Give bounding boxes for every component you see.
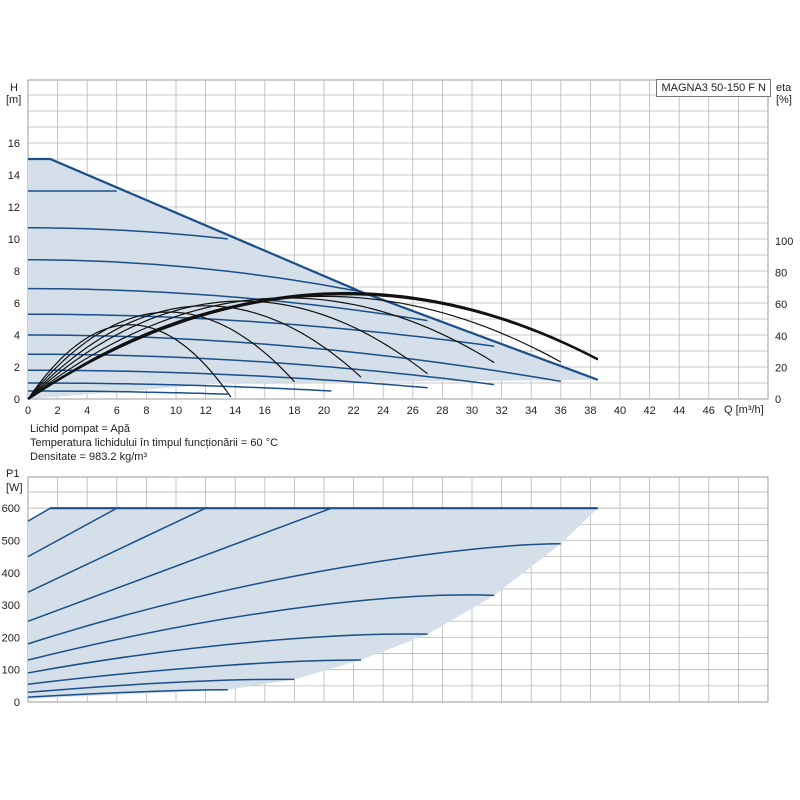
head-curve-4 bbox=[28, 287, 428, 322]
x-tick-24: 24 bbox=[377, 405, 389, 417]
head-curve-7 bbox=[28, 353, 495, 386]
eta-tick-80: 80 bbox=[775, 268, 787, 280]
h-tick-14: 14 bbox=[8, 170, 20, 182]
x-tick-30: 30 bbox=[466, 405, 478, 417]
power-curve-7 bbox=[27, 633, 428, 674]
head-curve-3 bbox=[28, 259, 362, 293]
p-tick-200: 200 bbox=[2, 632, 20, 644]
x-tick-22: 22 bbox=[347, 405, 359, 417]
power-curves bbox=[27, 507, 598, 698]
eta-tick-20: 20 bbox=[775, 362, 787, 374]
x-tick-36: 36 bbox=[555, 405, 567, 417]
head-curve-2 bbox=[28, 227, 228, 240]
x-tick-6: 6 bbox=[114, 405, 120, 417]
x-tick-14: 14 bbox=[229, 405, 241, 417]
power-curve-4 bbox=[27, 507, 332, 623]
power-curve-8 bbox=[27, 659, 362, 685]
p-tick-0: 0 bbox=[14, 697, 20, 709]
eta-axis-unit: [%] bbox=[776, 94, 792, 106]
x-tick-0: 0 bbox=[25, 405, 31, 417]
x-tick-42: 42 bbox=[643, 405, 655, 417]
x-tick-4: 4 bbox=[84, 405, 90, 417]
x-tick-44: 44 bbox=[673, 405, 685, 417]
p-tick-400: 400 bbox=[2, 568, 20, 580]
h-tick-2: 2 bbox=[14, 362, 20, 374]
efficiency-curve-2 bbox=[27, 311, 295, 400]
head-curve-5 bbox=[28, 313, 495, 347]
liquid-note: Lichid pompat = Apă bbox=[30, 423, 130, 435]
h-tick-0: 0 bbox=[14, 394, 20, 406]
head-curve-9 bbox=[28, 382, 332, 392]
power-curve-10 bbox=[27, 688, 228, 698]
efficiency-curve-1 bbox=[27, 324, 232, 400]
power-curve-9 bbox=[27, 678, 295, 694]
x-tick-46: 46 bbox=[703, 405, 715, 417]
x-tick-16: 16 bbox=[259, 405, 271, 417]
head-axis-label: H bbox=[10, 82, 18, 94]
h-tick-12: 12 bbox=[8, 202, 20, 214]
h-tick-8: 8 bbox=[14, 266, 20, 278]
x-tick-26: 26 bbox=[407, 405, 419, 417]
head-curve-6 bbox=[28, 334, 561, 383]
eta-tick-60: 60 bbox=[775, 299, 787, 311]
head-max-curve bbox=[28, 157, 599, 381]
p-tick-600: 600 bbox=[2, 503, 20, 515]
temperature-note: Temperatura lichidului în timpul funcțio… bbox=[30, 437, 279, 449]
head-chart-ticks: 0 2 4 6 8 10 12 14 16 18 20 22 24 26 28 30 32 34 36 38 40 42 4… bbox=[8, 138, 794, 417]
flow-axis-label: Q [m³/h] bbox=[724, 404, 764, 416]
p-tick-500: 500 bbox=[2, 536, 20, 548]
power-chart-ticks: 0 100 200 300 400 500 600 bbox=[2, 503, 20, 709]
x-tick-28: 28 bbox=[436, 405, 448, 417]
eta-tick-0: 0 bbox=[775, 394, 781, 406]
power-axis-label: P1 bbox=[6, 468, 19, 480]
efficiency-curve-5 bbox=[27, 297, 495, 400]
h-tick-10: 10 bbox=[8, 234, 20, 246]
h-tick-16: 16 bbox=[8, 138, 20, 150]
h-tick-4: 4 bbox=[14, 330, 20, 342]
head-curves bbox=[28, 157, 599, 395]
power-curve-2 bbox=[27, 507, 118, 558]
x-tick-38: 38 bbox=[584, 405, 596, 417]
x-tick-8: 8 bbox=[143, 405, 149, 417]
x-tick-34: 34 bbox=[525, 405, 537, 417]
efficiency-curves bbox=[27, 291, 599, 401]
p-tick-100: 100 bbox=[2, 665, 20, 677]
efficiency-curve-8 bbox=[27, 291, 599, 401]
power-curve-3 bbox=[27, 507, 206, 593]
eta-tick-40: 40 bbox=[775, 331, 787, 343]
x-tick-18: 18 bbox=[288, 405, 300, 417]
power-axis-unit: [W] bbox=[6, 482, 23, 494]
x-tick-32: 32 bbox=[495, 405, 507, 417]
head-curve-10 bbox=[28, 390, 228, 395]
h-tick-6: 6 bbox=[14, 298, 20, 310]
power-curve-5 bbox=[27, 542, 561, 645]
eta-axis-label: eta bbox=[776, 82, 792, 94]
x-tick-12: 12 bbox=[199, 405, 211, 417]
x-tick-10: 10 bbox=[170, 405, 182, 417]
head-axis-unit: [m] bbox=[6, 94, 21, 106]
power-curve-6 bbox=[27, 594, 495, 661]
x-tick-40: 40 bbox=[614, 405, 626, 417]
x-tick-20: 20 bbox=[318, 405, 330, 417]
head-curve-8 bbox=[28, 369, 428, 389]
power-curve-1 bbox=[27, 507, 51, 522]
eta-tick-100: 100 bbox=[775, 236, 793, 248]
x-tick-2: 2 bbox=[55, 405, 61, 417]
density-note: Densitate = 983.2 kg/m³ bbox=[30, 451, 148, 463]
model-label: MAGNA3 50-150 F N bbox=[656, 79, 771, 97]
p-tick-300: 300 bbox=[2, 600, 20, 612]
efficiency-curve-4 bbox=[27, 300, 428, 400]
